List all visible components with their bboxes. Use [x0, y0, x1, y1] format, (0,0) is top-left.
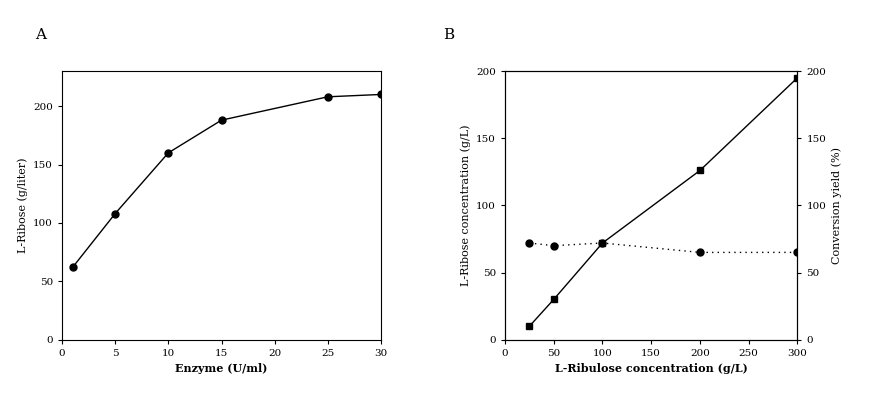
Text: A: A	[35, 28, 46, 41]
Y-axis label: Conversion yield (%): Conversion yield (%)	[832, 147, 843, 264]
Text: B: B	[443, 28, 455, 41]
Y-axis label: L-Ribose (g/liter): L-Ribose (g/liter)	[17, 158, 27, 253]
Y-axis label: L-Ribose concentration (g/L): L-Ribose concentration (g/L)	[460, 125, 470, 286]
X-axis label: Enzyme (U/ml): Enzyme (U/ml)	[175, 363, 268, 374]
X-axis label: L-Ribulose concentration (g/L): L-Ribulose concentration (g/L)	[555, 363, 748, 374]
